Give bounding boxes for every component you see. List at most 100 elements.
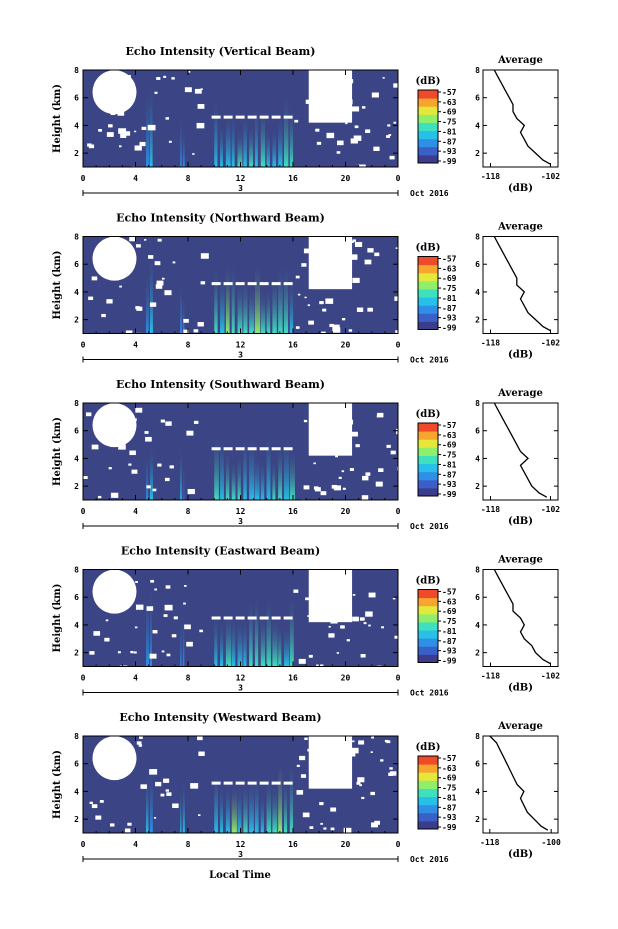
- missing-cell: [311, 412, 317, 417]
- missing-cell: [350, 240, 354, 243]
- missing-cell: [349, 752, 356, 757]
- missing-cell: [325, 259, 334, 266]
- echo-stripe: [284, 628, 290, 667]
- average-profile-line: [489, 735, 549, 831]
- missing-cell: [120, 133, 127, 138]
- missing-cell: [119, 665, 128, 671]
- echo-stripe: [260, 795, 264, 833]
- missing-cell: [341, 318, 346, 321]
- missing-cell: [184, 585, 187, 587]
- echo-stripe: [225, 785, 230, 833]
- colorbar-frame: [417, 89, 439, 164]
- missing-cell: [125, 415, 131, 420]
- missing-cell: [351, 431, 358, 437]
- average-title: Average: [497, 55, 543, 66]
- echo-stripe: [214, 98, 218, 167]
- average-frame: [482, 236, 559, 334]
- date-marker: 3: [238, 184, 243, 193]
- echo-stripe: [249, 440, 255, 500]
- average-title: Average: [497, 388, 543, 399]
- average-x-tick-label: -102: [541, 172, 560, 181]
- missing-cell: [112, 435, 119, 441]
- missing-cell: [190, 783, 199, 789]
- average-title: Average: [497, 222, 543, 233]
- date-marker: 3: [238, 517, 243, 526]
- missing-cell: [341, 470, 345, 473]
- echo-stripe: [289, 110, 294, 167]
- colorbar-tick-label: -99: [442, 823, 457, 832]
- missing-cell: [323, 827, 327, 830]
- missing-cell: [197, 104, 205, 109]
- x-tick-label: 12: [236, 840, 246, 849]
- missing-cell: [106, 299, 113, 304]
- y-tick-label: 6: [74, 427, 79, 436]
- missing-cell: [337, 140, 344, 146]
- y-tick-label: 8: [74, 399, 79, 408]
- x-tick-label: 8: [186, 341, 191, 350]
- echo-stripe: [231, 462, 236, 500]
- missing-cell: [124, 745, 128, 748]
- echo-stripe: [243, 785, 248, 833]
- echo-stripe: [266, 600, 271, 667]
- footer-xlabel: Local Time: [209, 870, 271, 881]
- colorbar-tick-label: -99: [442, 490, 457, 499]
- colorbar-frame: [417, 422, 439, 497]
- missing-cell: [316, 141, 322, 145]
- colorbar-swatch: [418, 780, 438, 789]
- missing-cell: [124, 828, 131, 833]
- colorbar-tick-label: -81: [442, 793, 457, 802]
- missing-cell: [393, 121, 397, 124]
- missing-cell: [327, 426, 334, 431]
- missing-cell: [298, 658, 306, 664]
- echo-stripe: [231, 116, 235, 167]
- colorbar-unit: (dB): [416, 243, 441, 254]
- missing-cell: [307, 615, 310, 617]
- panel-1: Echo Intensity (Northward Beam) 2 4 6 8 Heigh…: [52, 212, 560, 365]
- echo-stripe: [254, 456, 260, 500]
- missing-cell: [155, 781, 162, 787]
- missing-cell: [139, 141, 146, 147]
- missing-cell: [388, 134, 392, 136]
- missing-cell: [378, 468, 384, 473]
- x-tick-label: 4: [133, 507, 138, 516]
- colorbar-swatch: [418, 621, 438, 631]
- x-tick-label: 0: [396, 341, 401, 350]
- missing-cell: [126, 430, 130, 432]
- missing-cell: [146, 606, 154, 611]
- date-marker: 3: [238, 684, 243, 693]
- missing-cell: [373, 146, 380, 152]
- average-x-tick-label: -102: [541, 672, 560, 681]
- missing-cell: [354, 241, 363, 247]
- missing-cell: [370, 751, 373, 753]
- missing-cell: [315, 128, 320, 132]
- missing-cell: [186, 641, 193, 647]
- missing-cell: [163, 778, 170, 783]
- colorbar-tick-label: -63: [442, 431, 457, 440]
- echo-stripe: [272, 279, 277, 334]
- missing-cell: [150, 579, 155, 583]
- y-tick-label: 6: [74, 94, 79, 103]
- missing-cell: [183, 318, 189, 323]
- missing-cell: [130, 650, 134, 654]
- x-tick-label: 4: [133, 341, 138, 350]
- echo-stripe: [225, 266, 230, 334]
- panel-2: Echo Intensity (Southward Beam) 2 4 6 8 Heigh…: [52, 378, 560, 531]
- missing-cell: [193, 420, 199, 424]
- missing-cell: [136, 244, 141, 248]
- missing-cell: [314, 571, 317, 574]
- missing-cell: [360, 654, 366, 658]
- x-tick-label: 16: [288, 507, 298, 516]
- missing-cell: [395, 247, 398, 249]
- x-tick-label: 4: [133, 840, 138, 849]
- missing-cell: [322, 589, 329, 595]
- missing-cell: [376, 412, 384, 418]
- average-x-tick-label: -118: [480, 838, 499, 847]
- missing-cell: [296, 764, 300, 767]
- colorbar-swatch: [418, 479, 438, 489]
- echo-stripe: [237, 283, 243, 334]
- missing-cell: [96, 430, 100, 434]
- missing-cell: [157, 238, 162, 242]
- colorbar-tick-label: -81: [442, 627, 457, 636]
- missing-cell: [169, 465, 174, 469]
- missing-cell: [313, 592, 322, 598]
